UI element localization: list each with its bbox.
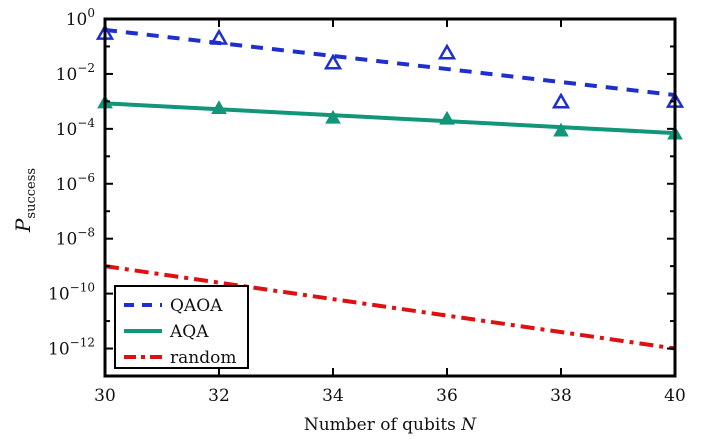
y-axis-label-sub: success	[24, 168, 39, 219]
qaoa-data-point	[323, 53, 343, 70]
y-tick-label: 10−8	[56, 226, 95, 250]
y-tick-label: 10−10	[48, 281, 95, 305]
y-tick-base: 10	[56, 175, 78, 195]
y-tick-label: 10−2	[56, 61, 95, 85]
x-axis-label: Number of qubits N	[304, 415, 477, 435]
y-tick-exponent: −8	[77, 226, 95, 240]
aqa-data-point	[325, 109, 341, 124]
random-fit-line	[104, 264, 676, 351]
y-tick-base: 10	[66, 10, 88, 30]
aqa-data-point	[553, 122, 569, 137]
legend-box	[114, 285, 249, 369]
x-tick-label: 36	[436, 386, 458, 406]
y-tick-base: 10	[48, 285, 70, 305]
y-tick-label: 10−6	[56, 171, 95, 195]
y-tick-exponent: 0	[87, 6, 95, 20]
y-tick-base: 10	[56, 230, 78, 250]
x-tick-label: 38	[550, 386, 572, 406]
y-tick-exponent: −6	[77, 171, 95, 185]
x-axis-label-text: Number of qubits	[304, 415, 456, 435]
y-tick-base: 10	[56, 120, 78, 140]
legend-items: QAOA AQA random	[124, 296, 236, 368]
y-tick-label: 10−4	[56, 116, 96, 140]
x-tick-label: 30	[94, 386, 116, 406]
x-axis-label-var: N	[460, 415, 477, 435]
y-tick-label: 10−12	[48, 336, 95, 360]
y-axis-label-var: P	[11, 218, 35, 233]
qaoa-data-point	[551, 92, 571, 109]
plot-frame	[103, 17, 677, 378]
y-axis-label: Psuccess	[11, 168, 39, 233]
aqa-data-point	[211, 100, 227, 115]
y-tick-exponent: −2	[77, 61, 95, 75]
x-tick-label: 40	[664, 386, 686, 406]
y-tick-exponent: −12	[70, 336, 95, 350]
qaoa-fit-line	[104, 27, 676, 98]
y-tick-label: 100	[66, 6, 95, 30]
qaoa-data-point	[437, 43, 457, 60]
legend-label-qaoa: QAOA	[170, 296, 223, 316]
y-tick-exponent: −4	[77, 116, 95, 130]
y-tick-exponent: −10	[70, 281, 95, 295]
x-tick-labels: 30 32 34 36 38 40	[94, 386, 686, 406]
aqa-data-point	[439, 110, 455, 125]
legend-label-aqa: AQA	[169, 322, 209, 342]
y-tick-base: 10	[56, 65, 78, 85]
y-tick-base: 10	[48, 340, 70, 360]
qaoa-data-point	[209, 28, 229, 45]
x-tick-label: 34	[322, 386, 344, 406]
x-tick-label: 32	[208, 386, 230, 406]
legend-label-random: random	[170, 348, 236, 368]
legend: QAOA AQA random	[114, 285, 249, 369]
aqa-fit-line	[104, 101, 676, 136]
